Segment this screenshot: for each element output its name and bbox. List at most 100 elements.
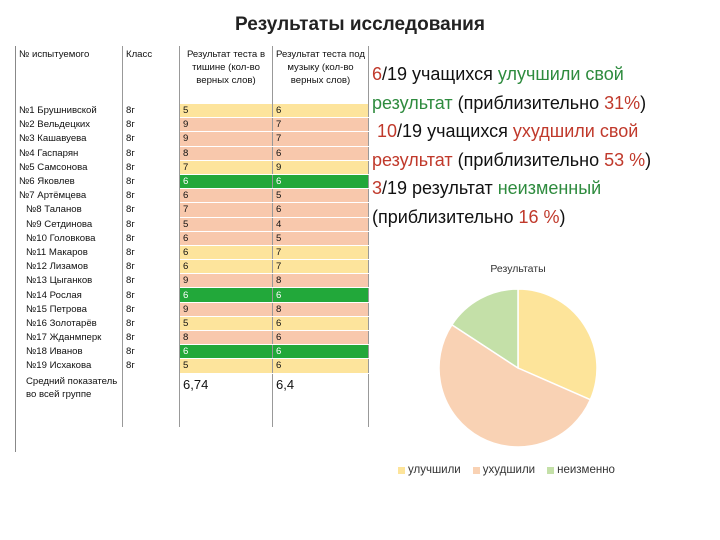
subject-class: 8г [122,104,180,118]
table-row: №7 Артёмцева 8г 6 5 [16,188,369,204]
chart-legend: улучшили ухудшили неизменно [398,464,615,476]
same-highlight: неизменный [497,178,602,198]
legend-label: улучшили [408,464,461,476]
score-music: 7 [272,259,369,275]
header-test-music: Результат теста под музыку (кол-во верны… [272,46,369,104]
worse-count: 10 [377,121,398,141]
table-row: №6 Яковлев 8г 6 6 [16,174,369,190]
legend-item: улучшили [398,464,461,476]
table-row: №2 Вельдецких 8г 9 7 [16,117,369,133]
table-row: №18 Иванов 8г 6 6 [16,344,369,360]
score-music: 4 [272,217,369,232]
legend-item: ухудшили [472,464,535,476]
pie-slices [438,288,598,448]
subject-name: №5 Самсонова [16,160,123,175]
summary-line-6: (приблизительно 16 %) [372,203,714,232]
score-music: 8 [272,273,369,289]
score-silence: 8 [179,330,273,346]
table-row: №10 Головкова 8г 6 5 [16,231,369,246]
summary-line-4: результат (приблизительно 53 %) [372,146,714,175]
table-row: №4 Гаспарян 8г 8 6 [16,146,369,161]
subject-class: 8г [122,344,180,359]
subject-name: №18 Иванов [16,344,123,359]
same-count: 3 [372,178,383,198]
score-music: 9 [272,160,369,175]
subject-class: 8г [122,202,180,217]
subject-class: 8г [122,302,180,317]
score-silence: 9 [179,302,273,317]
page-title: Результаты исследования [235,14,485,35]
score-silence: 9 [179,273,273,289]
subject-class: 8г [122,117,180,132]
score-music: 6 [272,316,369,332]
subject-name: №3 Кашавуева [16,131,123,147]
score-silence: 5 [179,358,273,374]
table-body: №1 Брушнивской 8г 5 6 №2 Вельдецких 8г 9 7 №3 Ка… [16,104,369,428]
score-silence: 9 [179,131,273,147]
subject-name: №14 Рослая [16,287,123,303]
table-row: №3 Кашавуева 8г 9 7 [16,131,369,147]
improved-count: 6 [372,64,383,84]
score-silence: 6 [179,259,273,275]
score-silence: 6 [179,174,273,190]
score-silence: 5 [179,104,273,119]
subject-name: №7 Артёмцева [16,188,123,203]
subject-name: №9 Сетдинова [16,217,123,232]
subject-class: 8г [122,358,180,374]
subject-name: №13 Цыганков [16,273,123,288]
score-silence: 6 [179,245,273,261]
score-music: 8 [272,302,369,317]
summary-line-5: 3/19 результат неизменный [372,174,714,203]
score-silence: 9 [179,117,273,133]
subject-class: 8г [122,174,180,189]
score-silence: 6 [179,344,273,360]
summary-text-part: (приблизительно [452,149,605,170]
table-row: №5 Самсонова 8г 7 9 [16,160,369,175]
subject-class: 8г [122,188,180,203]
subject-class: 8г [122,287,180,303]
legend-swatch [547,466,555,474]
score-silence: 7 [179,202,273,218]
pie-slice-1 [438,323,592,448]
header-subject: № испытуемого [16,46,123,104]
subject-name: №11 Макаров [16,245,123,260]
subject-name: №15 Петрова [16,302,123,317]
subject-name: №2 Вельдецких [16,117,123,132]
score-silence: 6 [179,231,273,246]
score-silence: 5 [179,217,273,232]
table-row: №17 Жданмперк 8г 8 6 [16,330,369,346]
table-row: №14 Рослая 8г 6 6 [16,287,369,303]
header-class: Класс [122,46,180,104]
subject-class: 8г [122,217,180,232]
score-silence: 6 [179,188,273,204]
score-silence: 6 [179,287,273,303]
summary-line-2: результат (приблизительно 31%) [372,89,714,118]
summary-text-part: ) [645,149,652,170]
score-silence: 7 [179,160,273,175]
results-table-wrap: № испытуемого Класс Результат теста в ти… [15,46,369,452]
table-row: №15 Петрова 8г 9 8 [16,302,369,317]
summary-text-part: (приблизительно [452,92,605,113]
worse-highlight: ухудшили свой [512,121,639,141]
score-silence: 5 [179,316,273,332]
score-music: 6 [272,344,369,360]
subject-name: №10 Головкова [16,231,123,246]
subject-name: №6 Яковлев [16,174,123,189]
worse-percent: 53 % [604,149,646,170]
results-table: № испытуемого Класс Результат теста в ти… [16,46,369,428]
subject-class: 8г [122,316,180,331]
summary-text-part: ) [640,92,647,113]
pie-chart: Результаты [438,263,598,448]
score-music: 6 [272,174,369,190]
score-music: 7 [272,117,369,133]
score-music: 7 [272,245,369,261]
subject-name: №19 Исхакова [16,358,123,374]
average-music: 6,4 [272,373,369,428]
subject-class: 8г [122,146,180,161]
legend-item: неизменно [547,464,615,476]
table-row: №1 Брушнивской 8г 5 6 [16,104,369,119]
subject-name: №17 Жданмперк [16,330,123,345]
subject-class: 8г [122,231,180,246]
pie-slice-2 [450,288,519,370]
summary-text-part: ) [559,206,566,227]
